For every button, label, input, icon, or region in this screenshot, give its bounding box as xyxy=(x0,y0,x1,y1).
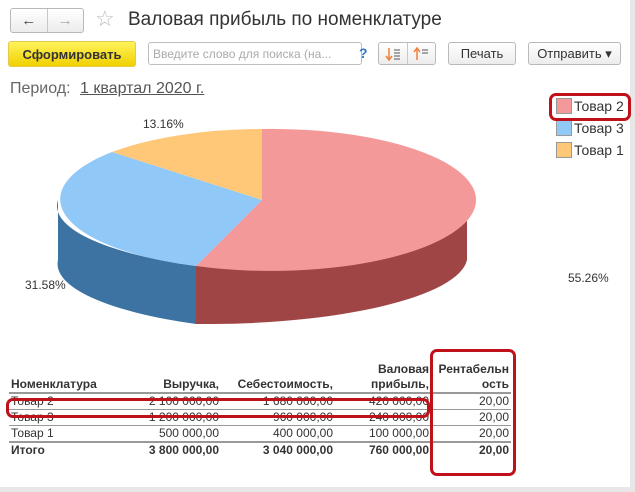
favorite-star-icon[interactable]: ☆ xyxy=(95,6,115,31)
sort-desc-icon[interactable] xyxy=(379,43,407,64)
pie-label-tovar1: 13.16% xyxy=(143,117,184,131)
period-link[interactable]: 1 квартал 2020 г. xyxy=(80,80,205,97)
legend-item: Товар 2 xyxy=(556,95,624,117)
send-button[interactable]: Отправить ▾ xyxy=(528,42,621,65)
total-row: Итого 3 800 000,00 3 040 000,00 760 000,00 2… xyxy=(9,441,511,458)
sort-buttons xyxy=(378,42,436,65)
legend-item: Товар 3 xyxy=(556,117,624,139)
highlight-column xyxy=(430,349,516,476)
col-header: Номенклатура xyxy=(11,377,97,391)
highlight-legend xyxy=(549,93,631,121)
generate-button[interactable]: Сформировать xyxy=(8,41,136,67)
chart-legend: Товар 2 Товар 3 Товар 1 xyxy=(556,95,624,161)
col-header: Валовая прибыль, xyxy=(371,362,429,391)
sort-asc-icon[interactable] xyxy=(406,43,436,64)
print-button[interactable]: Печать xyxy=(448,42,516,65)
back-button[interactable]: ← xyxy=(21,12,37,29)
help-icon[interactable]: ? xyxy=(359,45,368,61)
pie-chart xyxy=(56,128,477,325)
legend-item: Товар 1 xyxy=(556,139,624,161)
forward-button[interactable]: → xyxy=(46,9,84,32)
col-header: Себестоимость, xyxy=(237,377,333,391)
period-label: Период: xyxy=(10,80,71,97)
highlight-row xyxy=(6,398,430,418)
history-nav: ← → xyxy=(10,8,84,33)
search-input[interactable]: Введите слово для поиска (на... xyxy=(148,42,362,65)
pie-label-tovar2: 55.26% xyxy=(568,271,609,285)
col-header: Рентабельн ость xyxy=(438,362,509,391)
col-header: Выручка, xyxy=(163,377,219,391)
pie-label-tovar3: 31.58% xyxy=(25,278,66,292)
page-title: Валовая прибыль по номенклатуре xyxy=(128,9,442,30)
